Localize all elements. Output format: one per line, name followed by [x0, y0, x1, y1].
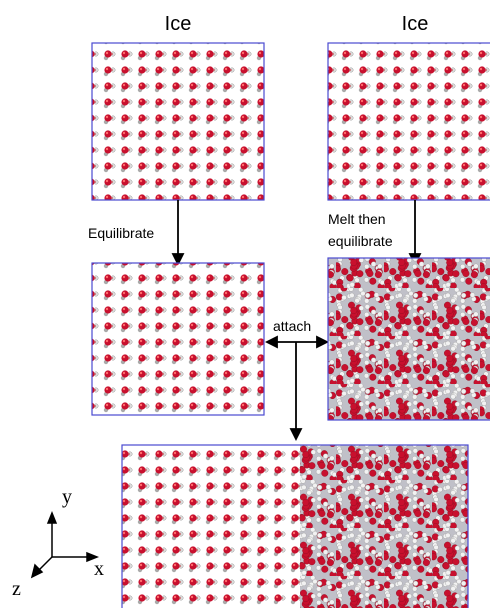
liquid-region: [300, 445, 468, 608]
axis-x: x: [94, 558, 104, 580]
label-attach: attach: [273, 318, 311, 334]
diagram: Ice Ice Equilibrate Melt then equilibrat…: [0, 0, 490, 608]
ice-region: [122, 445, 300, 608]
ice-box: [328, 43, 490, 200]
label-ice: Ice: [165, 13, 192, 35]
ice-box: [92, 43, 264, 200]
label-melt: equilibrate: [328, 233, 393, 249]
label-equilibrate: Equilibrate: [88, 225, 154, 241]
label-melt: Melt then: [328, 211, 386, 227]
liquid-box: [328, 258, 490, 420]
axes-triad: [32, 513, 97, 577]
label-ice: Ice: [402, 13, 429, 35]
page: {"labels": {"ice_left": "Ice", "ice_righ…: [0, 0, 490, 608]
ice-box: [92, 263, 264, 415]
axis-y: y: [62, 486, 72, 508]
axis-z: z: [12, 578, 21, 600]
